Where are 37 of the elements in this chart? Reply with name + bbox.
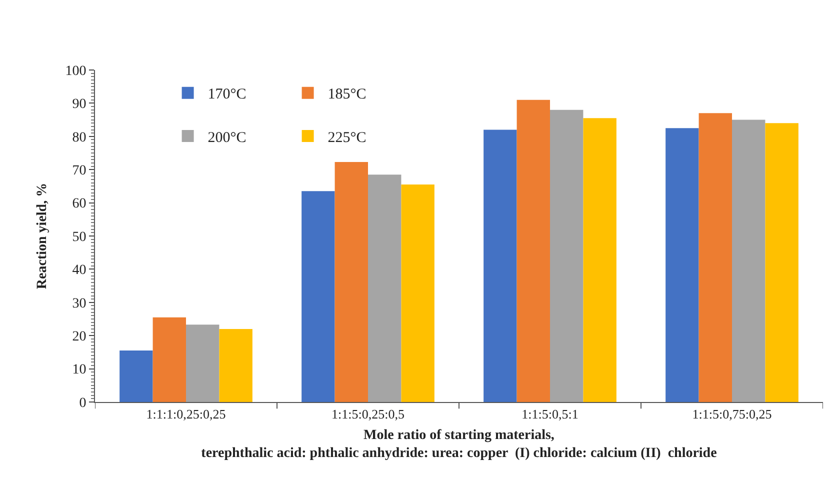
bar [186, 324, 220, 402]
x-tick-label: 1:1:5:0,5:1 [522, 406, 578, 422]
bar [583, 118, 616, 402]
bar [666, 128, 699, 402]
bar [120, 350, 153, 402]
y-tick-label: 80 [72, 130, 86, 146]
y-tick-label: 0 [79, 396, 86, 411]
bar [219, 328, 252, 402]
x-tick-label: 1:1:5:0,25:0,5 [332, 406, 404, 422]
bar [516, 100, 550, 402]
y-tick-label: 50 [72, 230, 86, 245]
legend-label: 225°C [328, 130, 366, 146]
x-tick-label: 1:1:5:0,75:0,25 [692, 406, 772, 422]
bar [484, 130, 517, 402]
y-tick-label: 10 [72, 362, 86, 378]
bar [401, 184, 434, 402]
bar [550, 110, 584, 402]
x-tick-label: 1:1:1:0,25:0,25 [146, 406, 226, 422]
bar [302, 191, 335, 402]
bar [765, 123, 798, 402]
y-tick-label: 60 [72, 196, 86, 212]
bar [368, 174, 402, 402]
y-tick-label: 70 [72, 164, 86, 178]
bar [698, 113, 732, 402]
legend-label: 185°C [328, 86, 366, 103]
y-tick-label: 30 [72, 296, 86, 312]
y-tick-label: 40 [72, 263, 86, 278]
y-tick-label: 90 [72, 97, 86, 112]
bar [152, 317, 186, 402]
y-tick-label: 100 [65, 64, 86, 79]
legend-label: 170°C [208, 86, 246, 103]
y-tick-label: 20 [72, 330, 86, 344]
bar [334, 162, 368, 402]
legend-label: 200°C [208, 130, 246, 146]
y-axis-title: Reaction yield, % [34, 182, 50, 290]
x-axis-title: Mole ratio of starting materials, terephthalic acid: phthalic anhydride: urea: copper (I) chloride: calcium (II) chloride [201, 428, 717, 462]
bar [732, 120, 766, 402]
